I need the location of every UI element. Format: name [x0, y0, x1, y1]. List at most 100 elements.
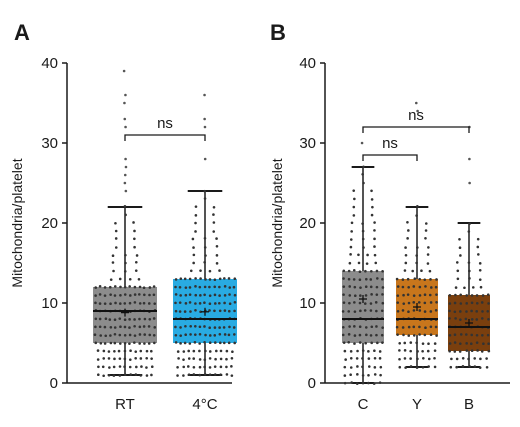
data-point: [218, 309, 222, 313]
box-group: B: [448, 125, 491, 413]
data-point: [420, 269, 423, 273]
data-point: [406, 237, 409, 240]
data-point: [468, 365, 471, 368]
data-point: [407, 229, 410, 232]
data-point: [342, 341, 346, 344]
data-point: [487, 302, 490, 305]
data-point: [342, 269, 346, 273]
data-point: [113, 285, 117, 288]
data-point: [198, 358, 202, 361]
data-point: [482, 342, 485, 346]
data-point: [147, 302, 151, 305]
category-label: RT: [115, 396, 135, 413]
data-point: [470, 318, 474, 321]
data-point: [356, 373, 359, 376]
data-point: [416, 350, 419, 353]
data-point: [215, 237, 218, 240]
data-point: [179, 342, 182, 345]
data-point: [148, 317, 152, 321]
data-point: [150, 373, 153, 377]
data-point: [129, 373, 133, 376]
data-point: [401, 278, 405, 281]
data-point: [208, 285, 211, 289]
data-point: [396, 309, 400, 313]
data-point: [369, 309, 373, 312]
data-point: [233, 293, 237, 297]
data-point: [403, 349, 407, 352]
data-point: [113, 326, 117, 329]
data-point: [412, 285, 416, 288]
y-axis-title: Mitochondria/platelet: [269, 158, 285, 287]
data-point: [149, 349, 153, 353]
data-point: [370, 189, 373, 193]
data-point: [458, 237, 461, 241]
data-point: [233, 333, 236, 336]
data-point: [361, 229, 365, 233]
data-point: [188, 286, 192, 289]
outlier-point: [123, 101, 126, 105]
data-point: [468, 222, 471, 226]
data-point: [213, 334, 217, 337]
data-point: [212, 213, 215, 216]
data-point: [218, 341, 222, 345]
data-point: [93, 333, 97, 337]
data-point: [423, 301, 427, 305]
data-point: [187, 373, 191, 376]
data-point: [364, 285, 368, 289]
data-point: [138, 293, 141, 296]
data-point: [475, 341, 479, 344]
data-point: [398, 365, 402, 369]
data-point: [174, 309, 178, 313]
data-point: [102, 374, 105, 378]
data-point: [189, 269, 193, 273]
data-point: [96, 349, 100, 352]
data-point: [112, 374, 116, 377]
data-point: [357, 261, 361, 265]
data-point: [108, 366, 111, 369]
data-point: [427, 365, 430, 368]
data-point: [179, 277, 183, 281]
data-point: [124, 213, 127, 217]
data-point: [421, 349, 424, 353]
data-point: [433, 365, 437, 369]
data-point: [143, 317, 147, 321]
data-point: [174, 285, 177, 289]
data-point: [406, 293, 410, 296]
data-point: [470, 309, 473, 313]
y-tick-label: 40: [41, 55, 58, 72]
data-point: [349, 356, 353, 360]
data-point: [407, 334, 411, 337]
data-point: [369, 334, 373, 337]
data-point: [114, 221, 117, 225]
data-point: [369, 278, 373, 281]
data-point: [134, 269, 138, 272]
data-point: [233, 309, 236, 313]
data-point: [111, 254, 115, 258]
data-point: [96, 358, 100, 361]
data-point: [473, 357, 477, 360]
data-point: [448, 349, 451, 353]
data-point: [348, 285, 352, 288]
data-point: [434, 285, 438, 289]
data-point: [188, 293, 192, 296]
data-point: [103, 342, 107, 345]
data-point: [361, 237, 365, 241]
data-point: [407, 325, 411, 329]
data-point: [179, 294, 182, 297]
data-point: [454, 317, 457, 320]
data-point: [188, 277, 192, 281]
data-point: [203, 246, 207, 249]
data-point: [192, 349, 196, 353]
data-point: [361, 381, 365, 385]
data-point: [123, 333, 127, 337]
data-point: [208, 269, 212, 273]
data-point: [349, 373, 352, 377]
box-group: 4°C: [173, 93, 237, 413]
data-point: [214, 357, 217, 361]
data-point: [481, 294, 485, 297]
data-point: [352, 214, 356, 217]
data-point: [407, 310, 410, 313]
data-point: [133, 237, 136, 241]
data-point: [349, 238, 353, 241]
data-point: [433, 349, 437, 352]
